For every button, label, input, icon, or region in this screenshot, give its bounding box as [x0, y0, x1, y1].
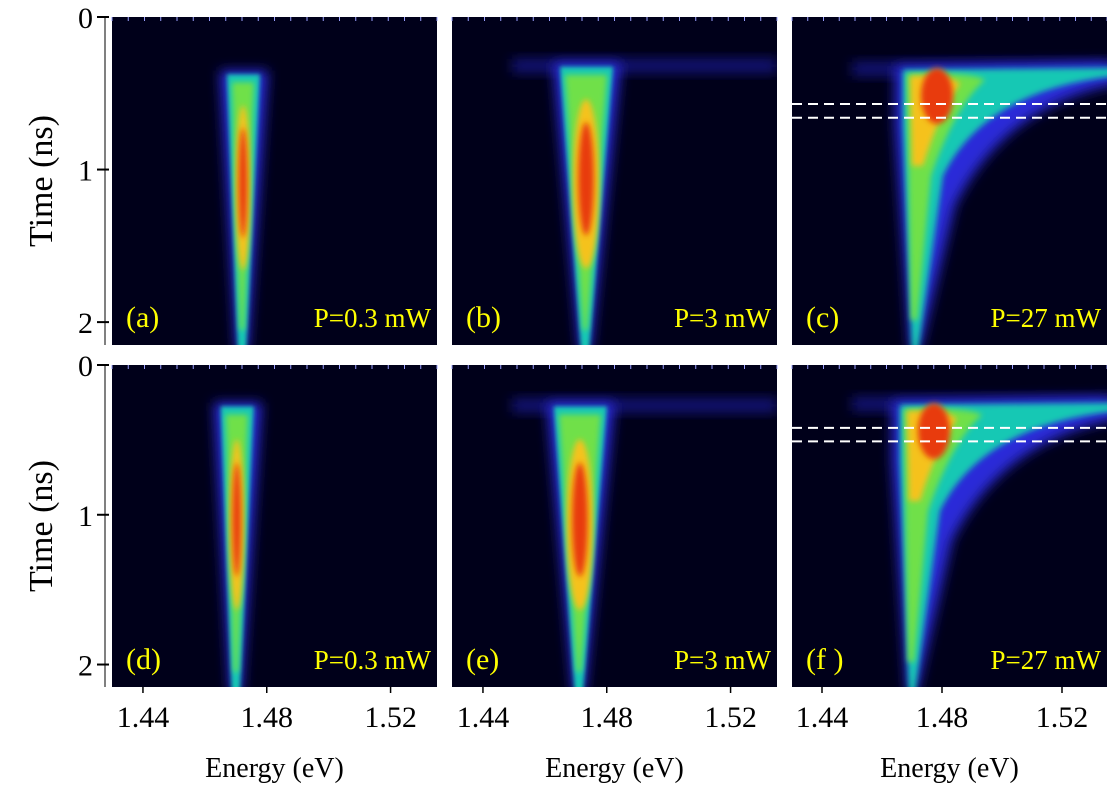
x-axis-label: Energy (eV)	[205, 753, 344, 784]
red-core	[238, 127, 248, 238]
heatmap-b	[512, 58, 777, 345]
red-core	[578, 122, 594, 236]
x-tick-label: 1.52	[704, 701, 757, 734]
panel-letter-label: (a)	[126, 301, 159, 334]
heatmap-f	[852, 396, 1107, 687]
x-tick-label: 1.44	[117, 701, 170, 734]
red-core	[918, 402, 950, 459]
x-axis-col-3: 1.44 1.48 1.52 Energy (eV)	[796, 687, 1089, 784]
panel-letter-label: (f )	[806, 643, 843, 676]
red-core	[232, 462, 242, 577]
cyan-layer	[900, 403, 1107, 687]
y-axis-row-1: 0 1 2 Time (ns)	[23, 2, 109, 345]
y-tick-label: 2	[78, 307, 93, 340]
panels-group: (a) P=0.3 mW (b) P=3 mW (c) P=27 mW (d) P=0.3 m…	[111, 17, 1107, 687]
onset-band	[512, 58, 777, 73]
x-tick-label: 1.48	[916, 701, 969, 734]
panel-b: (b) P=3 mW	[451, 17, 778, 345]
panel-e: (e) P=3 mW	[451, 365, 778, 687]
panel-power-label: P=0.3 mW	[314, 303, 432, 333]
y-axis-row-2: 0 1 2 Time (ns)	[23, 350, 109, 687]
x-tick-label: 1.48	[581, 701, 634, 734]
x-axis-label: Energy (eV)	[880, 753, 1019, 784]
panel-power-label: P=27 mW	[991, 303, 1102, 333]
panel-power-label: P=27 mW	[991, 645, 1102, 675]
x-tick-label: 1.48	[241, 701, 294, 734]
y-axis-label: Time (ns)	[23, 460, 60, 592]
x-tick-label: 1.44	[457, 701, 510, 734]
panel-letter-label: (e)	[466, 643, 499, 676]
panel-letter-label: (c)	[806, 301, 839, 334]
y-axes-group: 0 1 2 Time (ns) 0 1 2 Time (ns)	[23, 2, 109, 687]
panel-background	[452, 365, 777, 687]
cyan-layer	[903, 67, 1107, 345]
panel-background	[112, 17, 437, 345]
red-core	[572, 462, 588, 577]
y-tick-label: 1	[78, 500, 93, 533]
y-axis-label: Time (ns)	[23, 115, 60, 247]
y-tick-label: 0	[78, 2, 93, 35]
x-tick-label: 1.44	[796, 701, 849, 734]
panel-power-label: P=3 mW	[674, 303, 771, 333]
x-axis-col-2: 1.44 1.48 1.52 Energy (eV)	[457, 687, 757, 784]
panel-d: (d) P=0.3 mW	[111, 365, 438, 687]
heatmap-d	[213, 402, 262, 687]
x-tick-label: 1.52	[1036, 701, 1089, 734]
x-tick-label: 1.52	[364, 701, 417, 734]
panel-a: (a) P=0.3 mW	[111, 17, 438, 345]
panel-power-label: P=3 mW	[674, 645, 771, 675]
y-tick-label: 1	[78, 155, 93, 188]
panel-power-label: P=0.3 mW	[314, 645, 432, 675]
heatmap-e	[512, 398, 777, 687]
x-axis-label: Energy (eV)	[545, 753, 684, 784]
panel-c: (c) P=27 mW	[791, 17, 1107, 345]
x-axis-col-1: 1.44 1.48 1.52 Energy (eV)	[117, 687, 417, 784]
y-tick-label: 0	[78, 350, 93, 383]
panel-f: (f ) P=27 mW	[791, 365, 1107, 687]
heatmap-c	[852, 61, 1107, 345]
panel-background	[112, 365, 437, 687]
x-axes-group: 1.44 1.48 1.52 Energy (eV) 1.44 1.48 1.52 Energ…	[117, 687, 1089, 784]
panel-letter-label: (b)	[466, 301, 501, 334]
y-tick-label: 2	[78, 650, 93, 683]
panel-letter-label: (d)	[126, 643, 161, 676]
heatmap-a	[220, 70, 268, 345]
red-core	[921, 67, 953, 124]
